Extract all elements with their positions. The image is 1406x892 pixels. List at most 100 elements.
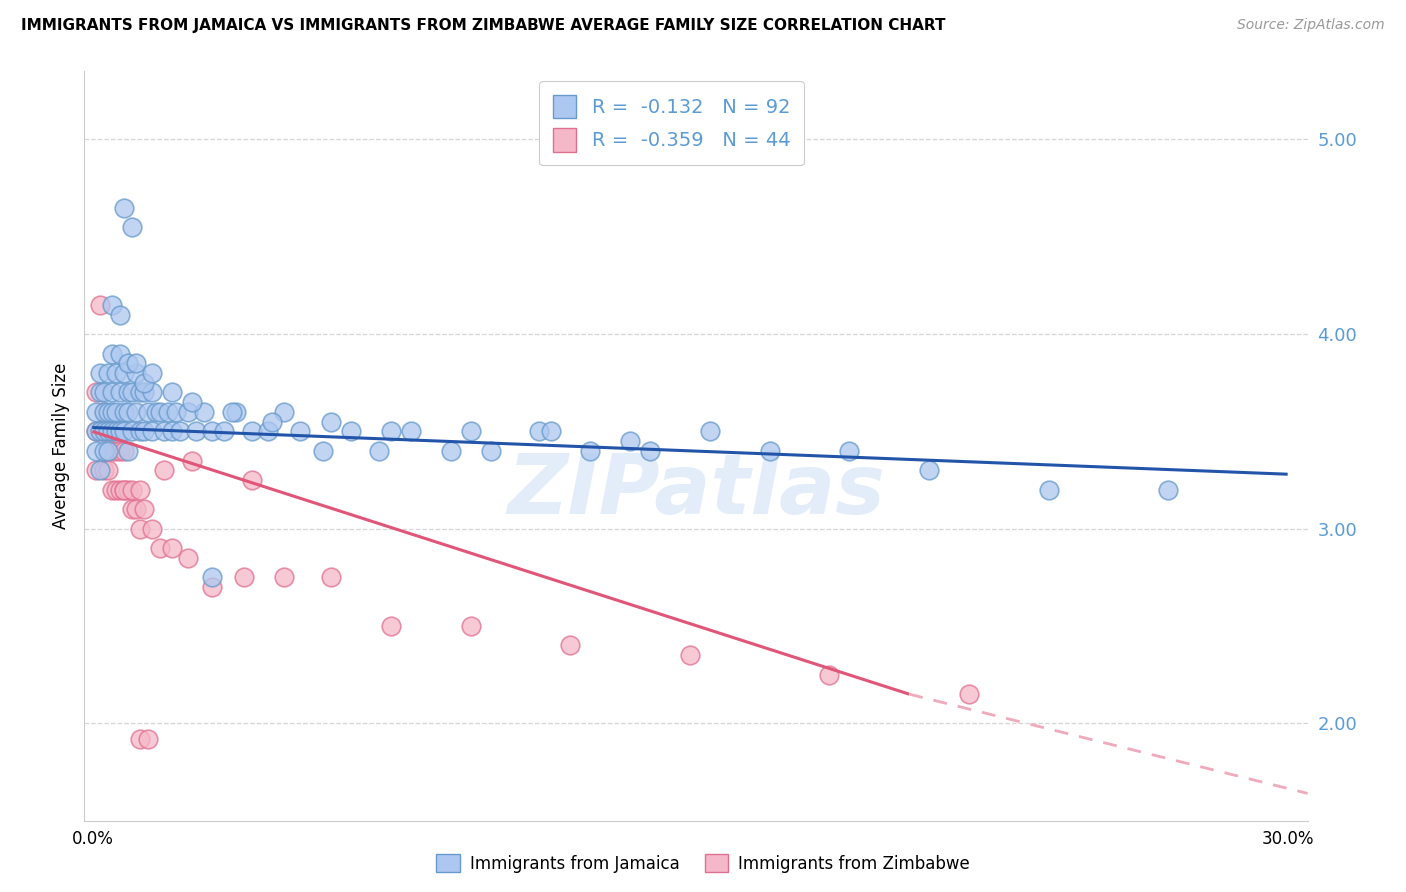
Point <box>312 443 335 458</box>
Point <box>110 385 132 400</box>
Point <box>97 405 120 419</box>
Point <box>112 425 135 439</box>
Point <box>134 376 156 390</box>
Point <box>110 308 132 322</box>
Point <box>918 463 941 477</box>
Point <box>201 425 224 439</box>
Point <box>93 405 115 419</box>
Point <box>1157 483 1180 497</box>
Point <box>112 366 135 380</box>
Point <box>101 443 124 458</box>
Point <box>125 366 148 380</box>
Point <box>136 731 159 746</box>
Point <box>177 405 200 419</box>
Y-axis label: Average Family Size: Average Family Size <box>52 363 70 529</box>
Point <box>117 443 139 458</box>
Point <box>105 405 128 419</box>
Point <box>321 570 343 584</box>
Point <box>160 385 183 400</box>
Point <box>440 443 463 458</box>
Point <box>121 483 143 497</box>
Point <box>560 639 582 653</box>
Point <box>101 425 124 439</box>
Point <box>134 385 156 400</box>
Point <box>225 405 247 419</box>
Point <box>112 483 135 497</box>
Point <box>121 220 143 235</box>
Point <box>638 443 661 458</box>
Point <box>112 201 135 215</box>
Point <box>153 463 176 477</box>
Point <box>110 346 132 360</box>
Point <box>121 425 143 439</box>
Point <box>201 570 224 584</box>
Point <box>121 502 143 516</box>
Point <box>93 385 115 400</box>
Point <box>89 366 111 380</box>
Point <box>86 425 108 439</box>
Point <box>117 385 139 400</box>
Point <box>89 385 111 400</box>
Point <box>86 443 108 458</box>
Point <box>165 405 187 419</box>
Point <box>117 405 139 419</box>
Point <box>89 425 111 439</box>
Point <box>145 405 167 419</box>
Point <box>129 385 152 400</box>
Point <box>177 550 200 565</box>
Point <box>110 483 132 497</box>
Point <box>121 385 143 400</box>
Point <box>153 425 176 439</box>
Point <box>288 425 311 439</box>
Point <box>957 687 980 701</box>
Point <box>105 366 128 380</box>
Point <box>97 443 120 458</box>
Point <box>141 366 163 380</box>
Point <box>101 405 124 419</box>
Point <box>273 405 295 419</box>
Point <box>97 366 120 380</box>
Point <box>141 522 163 536</box>
Point <box>212 425 235 439</box>
Point <box>679 648 702 663</box>
Point <box>240 425 263 439</box>
Point <box>93 425 115 439</box>
Point <box>181 395 204 409</box>
Point <box>141 385 163 400</box>
Point <box>89 298 111 312</box>
Point <box>149 541 172 556</box>
Point <box>699 425 721 439</box>
Point <box>184 425 207 439</box>
Point <box>340 425 363 439</box>
Point <box>86 405 108 419</box>
Point <box>129 483 152 497</box>
Point <box>160 541 183 556</box>
Point <box>117 483 139 497</box>
Point <box>134 425 156 439</box>
Point <box>125 405 148 419</box>
Point <box>579 443 602 458</box>
Text: Source: ZipAtlas.com: Source: ZipAtlas.com <box>1237 18 1385 32</box>
Point <box>110 443 132 458</box>
Point <box>86 425 108 439</box>
Point <box>93 405 115 419</box>
Point <box>86 463 108 477</box>
Point <box>101 483 124 497</box>
Point <box>110 425 132 439</box>
Point <box>201 580 224 594</box>
Point <box>380 619 402 633</box>
Point <box>112 405 135 419</box>
Point <box>93 463 115 477</box>
Point <box>758 443 780 458</box>
Point <box>86 385 108 400</box>
Point <box>479 443 502 458</box>
Point <box>1038 483 1060 497</box>
Point <box>160 425 183 439</box>
Point <box>169 425 191 439</box>
Point <box>129 522 152 536</box>
Point <box>129 425 152 439</box>
Point <box>619 434 641 449</box>
Point <box>193 405 215 419</box>
Point <box>368 443 391 458</box>
Point <box>240 473 263 487</box>
